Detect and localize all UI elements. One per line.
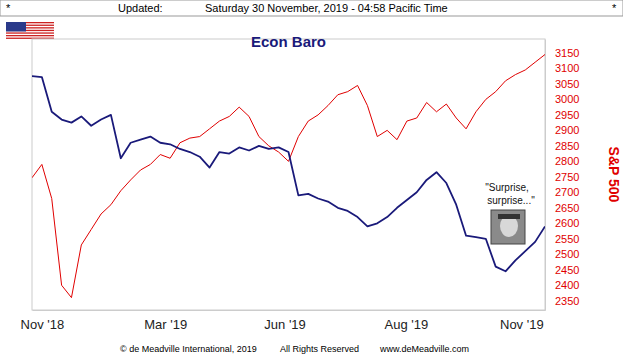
photo	[491, 210, 525, 244]
header: * Updated: Saturday 30 November, 2019 - 04…	[0, 0, 623, 16]
y-tick-label: 2400	[555, 279, 579, 291]
y-tick: 3100	[545, 62, 579, 74]
footer-website: www.deMeadville.com	[379, 344, 469, 354]
y-tick-label: 2950	[555, 109, 579, 121]
series-line	[32, 76, 545, 271]
x-axis: Nov '18 Mar '19 Jun '19 Aug '19 Nov '19	[21, 310, 546, 332]
y-axis-title: S&P 500	[606, 147, 622, 203]
footer-rights: All Rights Reserved	[280, 344, 359, 354]
plot-frame	[32, 39, 545, 310]
y-tick: 2650	[545, 202, 579, 214]
y-tick: 3050	[545, 78, 579, 90]
chart-container: * Updated: Saturday 30 November, 2019 - 04…	[0, 0, 623, 358]
x-tick-label: Jun '19	[264, 317, 306, 332]
y-tick-label: 2500	[555, 248, 579, 260]
y-tick: 2350	[545, 295, 579, 307]
y-tick: 2400	[545, 279, 579, 291]
y-tick: 2950	[545, 109, 579, 121]
x-tick: Nov '18	[21, 310, 65, 332]
x-tick-label: Mar '19	[144, 317, 187, 332]
annotation-text: "Surprise,	[485, 182, 529, 193]
y-tick: 2500	[545, 248, 579, 260]
y-tick: 2850	[545, 140, 579, 152]
footer-copyright: © de Meadville International, 2019	[120, 344, 257, 354]
x-tick: Mar '19	[144, 310, 187, 332]
x-tick: Nov '19	[500, 310, 544, 332]
y-tick: 2450	[545, 264, 579, 276]
y-tick: 2550	[545, 233, 579, 245]
photo-frame	[491, 210, 525, 244]
y-tick-label: 3050	[555, 78, 579, 90]
x-tick-label: Nov '19	[500, 317, 544, 332]
y-tick-label: 2900	[555, 124, 579, 136]
y-tick-label: 3000	[555, 93, 579, 105]
flag-stripe	[6, 32, 54, 33]
x-tick: Aug '19	[385, 310, 429, 332]
y-axis: 2350 2400 2450 2500 2550 2600 2650 2700 2750 2800…	[545, 40, 579, 311]
y-tick-label: 2350	[555, 295, 579, 307]
flag-canton	[6, 22, 26, 32]
y-tick-label: 2700	[555, 186, 579, 198]
y-tick: 2800	[545, 155, 579, 167]
y-tick: 3000	[545, 93, 579, 105]
chart-title: Econ Baro	[251, 33, 326, 50]
plot-area	[32, 54, 545, 297]
flag	[6, 22, 54, 39]
y-tick-label: 2850	[555, 140, 579, 152]
annotation-text: surprise..."	[487, 195, 535, 206]
y-tick-label: 2600	[555, 217, 579, 229]
header-band	[0, 0, 623, 16]
y-tick-label: 3100	[555, 62, 579, 74]
y-tick-label: 3150	[555, 47, 579, 59]
y-tick-label: 2750	[555, 171, 579, 183]
x-tick-label: Nov '18	[21, 317, 65, 332]
y-tick-label: 2550	[555, 233, 579, 245]
y-tick: 2750	[545, 171, 579, 183]
header-timestamp: Saturday 30 November, 2019 - 04:58 Pacif…	[205, 2, 448, 14]
x-tick: Jun '19	[264, 310, 306, 332]
header-mark: *	[6, 2, 11, 14]
footer: © de Meadville International, 2019 All Ri…	[120, 344, 469, 354]
annotation: "Surprise, surprise..."	[485, 182, 535, 206]
series-line	[32, 54, 545, 297]
y-tick: 2900	[545, 124, 579, 136]
photo-cap	[498, 214, 520, 219]
y-tick-label: 2800	[555, 155, 579, 167]
flag-stripe	[6, 35, 54, 36]
y-tick: 2600	[545, 217, 579, 229]
y-tick-label: 2450	[555, 264, 579, 276]
header-label: Updated:	[118, 2, 163, 14]
chart-svg: * Updated: Saturday 30 November, 2019 - 04…	[0, 0, 623, 358]
y-tick: 3150	[545, 47, 579, 59]
y-tick: 2700	[545, 186, 579, 198]
x-axis-line	[33, 310, 546, 311]
y-tick-label: 2650	[555, 202, 579, 214]
header-mark: *	[612, 2, 617, 14]
x-tick-label: Aug '19	[385, 317, 429, 332]
y-axis-line	[545, 40, 546, 311]
